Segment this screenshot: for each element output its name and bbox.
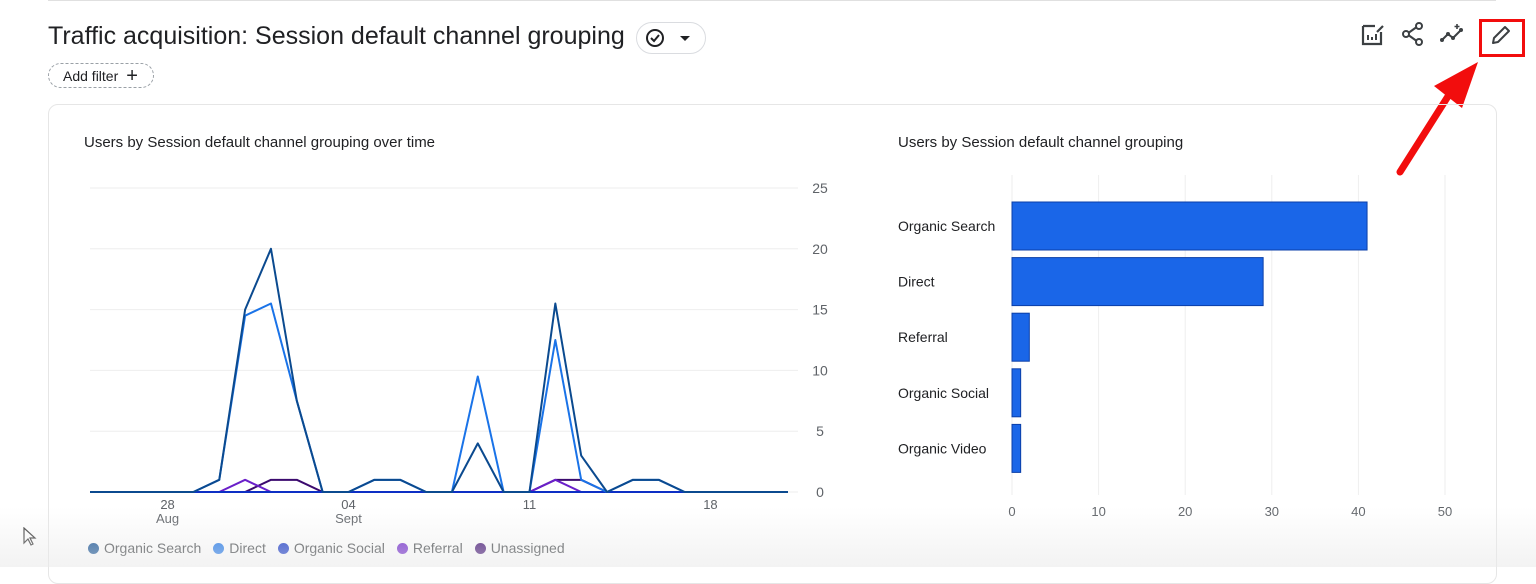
x-tick-label: 10 xyxy=(1091,504,1105,519)
red-arrow-annotation xyxy=(1396,62,1478,176)
legend-item[interactable]: Organic Social xyxy=(277,540,385,556)
legend-dot xyxy=(474,542,486,554)
bar-chart-title: Users by Session default channel groupin… xyxy=(898,134,1184,151)
y-tick-label: 20 xyxy=(812,241,828,257)
y-tick-label: 10 xyxy=(812,362,828,378)
bar-category-label: Organic Search xyxy=(898,218,995,234)
legend-label: Organic Search xyxy=(104,540,202,556)
series-line-organic-search xyxy=(90,247,788,493)
bar-category-label: Organic Video xyxy=(898,440,987,456)
x-tick-label: 11 xyxy=(523,497,537,512)
customize-report-icon[interactable] xyxy=(1359,20,1387,48)
bar-category-label: Organic Social xyxy=(898,385,989,401)
highlight-box xyxy=(1479,19,1525,57)
series-line-direct xyxy=(90,302,788,493)
insights-icon[interactable] xyxy=(1439,20,1467,48)
bar-referral xyxy=(1011,312,1030,362)
legend-dot xyxy=(88,542,99,554)
bar-chart: 0 10 20 30 40 50 Organic Search Direct Referral O… xyxy=(898,175,1452,519)
bar-organic-social xyxy=(1011,368,1022,418)
chevron-down-icon xyxy=(680,36,690,41)
x-tick-sublabel: Aug xyxy=(156,511,179,526)
x-tick-label: 04 xyxy=(341,497,355,512)
x-tick-label: 40 xyxy=(1351,504,1365,519)
x-tick-label: 50 xyxy=(1438,504,1452,519)
bar-organic-video xyxy=(1011,423,1022,473)
y-tick-label: 0 xyxy=(816,484,824,500)
bar-organic-search xyxy=(1011,201,1368,251)
y-tick-label: 25 xyxy=(812,180,828,196)
bar-category-label: Referral xyxy=(898,329,948,345)
x-tick-label: 0 xyxy=(1008,504,1015,519)
legend-label: Unassigned xyxy=(490,540,565,556)
edit-pencil-icon[interactable] xyxy=(1488,22,1514,48)
legend-dot xyxy=(213,542,225,554)
bar-direct xyxy=(1011,257,1264,307)
y-tick-label: 15 xyxy=(812,302,828,318)
page-title: Traffic acquisition: Session default cha… xyxy=(48,22,625,50)
legend-item[interactable]: Unassigned xyxy=(474,540,565,556)
mouse-cursor-icon xyxy=(23,527,37,546)
bar-category-label: Direct xyxy=(898,274,935,290)
series-line-unassigned xyxy=(90,478,788,493)
x-tick-label: 30 xyxy=(1265,504,1279,519)
divider xyxy=(48,0,1496,1)
legend-item[interactable]: Referral xyxy=(396,540,463,556)
x-tick-label: 28 xyxy=(160,497,174,512)
line-chart-legend: Organic Search Direct Organic Social Referr… xyxy=(88,540,565,556)
add-filter-label: Add filter xyxy=(63,67,119,84)
legend-label: Direct xyxy=(229,540,266,556)
share-icon[interactable] xyxy=(1399,20,1427,48)
x-tick-label: 18 xyxy=(703,497,717,512)
legend-item[interactable]: Organic Search xyxy=(88,540,201,556)
x-tick-sublabel: Sept xyxy=(335,511,362,526)
legend-label: Organic Social xyxy=(293,540,385,556)
legend-dot xyxy=(396,542,408,554)
plus-icon: + xyxy=(126,64,138,87)
legend-label: Referral xyxy=(412,540,463,556)
line-chart-title: Users by Session default channel groupin… xyxy=(84,134,436,151)
series-line-referral xyxy=(90,478,788,493)
check-circle-icon xyxy=(646,29,664,47)
report-status-dropdown[interactable] xyxy=(636,22,706,54)
legend-item[interactable]: Direct xyxy=(213,540,266,556)
x-tick-label: 20 xyxy=(1178,504,1192,519)
y-tick-label: 5 xyxy=(816,423,824,439)
legend-dot xyxy=(277,542,289,554)
add-filter-button[interactable]: Add filter + xyxy=(48,63,154,88)
